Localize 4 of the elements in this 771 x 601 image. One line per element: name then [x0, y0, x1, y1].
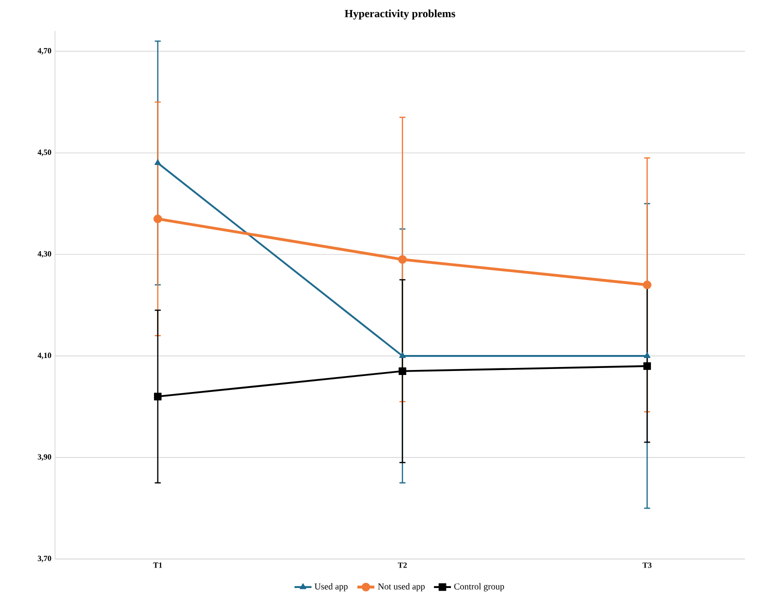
chart-title: Hyperactivity problems [344, 10, 456, 20]
legend-label: Not used app [378, 583, 425, 592]
legend-label: Used app [314, 583, 348, 592]
legend-label: Control group [454, 583, 504, 592]
